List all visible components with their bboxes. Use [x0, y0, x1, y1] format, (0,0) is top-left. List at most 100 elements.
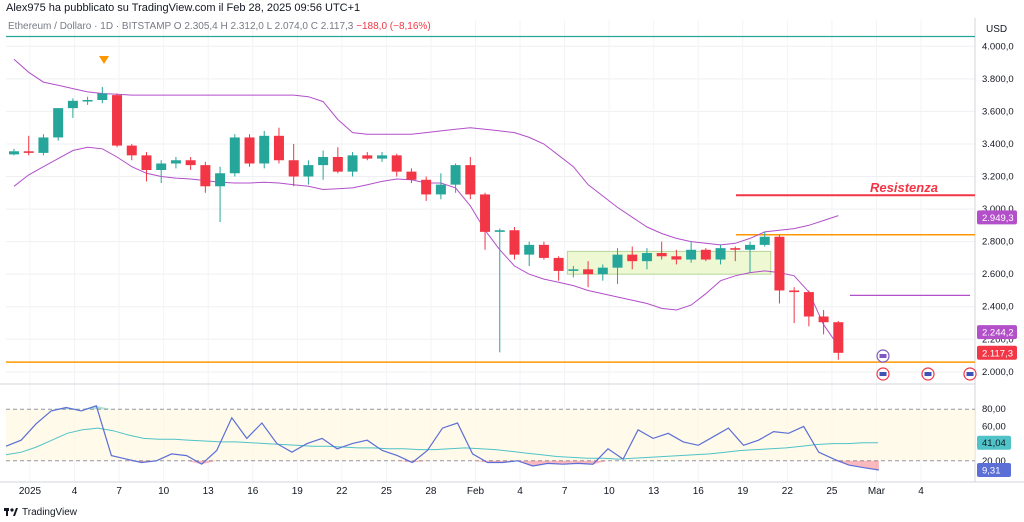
x-tick-label: Feb: [467, 486, 485, 497]
event-marker-icon: [99, 56, 109, 64]
y-tick-label: 2.200,0: [982, 334, 1014, 345]
brand-name: TradingView: [22, 506, 78, 518]
y-tick-label: 2.800,0: [982, 237, 1014, 248]
footer: TradingView: [4, 504, 77, 520]
candle-body: [229, 137, 240, 174]
candle-body: [641, 253, 652, 262]
x-tick-label: 7: [562, 486, 568, 497]
currency-label: USD: [986, 24, 1007, 35]
candle-body: [494, 230, 505, 232]
candle-body: [82, 100, 93, 102]
candle-body: [406, 171, 417, 180]
price-label: 2.117,3: [982, 348, 1013, 359]
x-tick-label: 4: [517, 486, 523, 497]
candle-body: [538, 244, 549, 258]
rsi-value-label: 9,31: [982, 465, 1001, 476]
y-tick-label: 3.800,0: [982, 74, 1014, 85]
tradingview-logo-icon: [4, 508, 18, 516]
bollinger-upper: [13, 58, 839, 246]
candle-body: [97, 93, 108, 100]
candle-body: [23, 151, 34, 153]
x-tick-label: 22: [336, 486, 348, 497]
rsi-ma-label-box: [977, 435, 1011, 450]
y-tick-label: 3.400,0: [982, 139, 1014, 150]
x-tick-label: 28: [425, 486, 437, 497]
rsi-band: [6, 409, 975, 461]
change-value: −188,0 (−8,16%): [356, 21, 431, 32]
candle-body: [288, 160, 299, 177]
y-tick-label: 4.000,0: [982, 41, 1014, 52]
x-tick-label: 7: [116, 486, 122, 497]
candle-body: [612, 254, 623, 268]
candle-body: [671, 256, 682, 260]
candle-body: [126, 145, 137, 156]
event-icon-inner: [966, 372, 974, 376]
x-tick-label: 10: [158, 486, 170, 497]
candle-body: [759, 236, 770, 245]
candle-body: [200, 165, 211, 187]
ohlc-values: O 2.305,4 H 2.312,0 L 2.074,0 C 2.117,3: [173, 21, 354, 32]
candle-body: [112, 95, 123, 146]
candle-body: [244, 137, 255, 164]
publisher-line: Alex975 ha pubblicato su TradingView.com…: [6, 2, 361, 14]
candle-body: [377, 155, 387, 159]
candle-body: [730, 248, 741, 250]
candle-body: [597, 267, 608, 275]
candle-body: [803, 292, 814, 317]
candle-body: [700, 249, 711, 260]
rsi-value-label-box: [977, 462, 1011, 477]
x-tick-label: 19: [292, 486, 304, 497]
x-tick-label: 25: [826, 486, 838, 497]
price-label: 2.949,3: [982, 213, 1014, 224]
rsi-line: [5, 405, 879, 471]
x-tick-label: 19: [737, 486, 749, 497]
candle-body: [170, 160, 181, 164]
candle-body: [509, 230, 520, 255]
candle-body: [745, 244, 755, 250]
candle-body: [215, 173, 226, 187]
candle-body: [568, 269, 579, 271]
rsi-tick-label: 60,00: [982, 421, 1006, 432]
rsi-ma-line: [5, 427, 879, 460]
candle-body: [833, 322, 844, 353]
candle-body: [656, 253, 667, 257]
rsi-tick-label: 20,00: [982, 456, 1006, 467]
event-icon-inner: [924, 372, 932, 376]
price-label: 2.244,2: [982, 328, 1014, 339]
x-tick-label: 16: [693, 486, 705, 497]
rsi-overbought-fill: [6, 405, 879, 410]
symbol-legend: Ethereum / Dollaro · 1D · BITSTAMP O 2.3…: [8, 21, 431, 32]
candle-body: [480, 194, 491, 232]
candle-body: [318, 156, 329, 166]
rsi-ma-label: 41,04: [982, 438, 1006, 449]
candle-body: [259, 135, 270, 164]
rsi-oversold-fill: [6, 460, 879, 470]
x-tick-label: 16: [247, 486, 259, 497]
candle-body: [53, 108, 64, 138]
candle-body: [303, 165, 314, 177]
y-tick-label: 2.600,0: [982, 269, 1014, 280]
x-tick-label: 4: [918, 486, 924, 497]
candle-body: [273, 135, 284, 161]
candle-body: [421, 179, 432, 195]
candle-body: [627, 254, 638, 262]
y-tick-label: 3.000,0: [982, 204, 1014, 215]
y-tick-label: 3.200,0: [982, 172, 1014, 183]
candle-body: [715, 248, 726, 260]
price-label-box: [977, 345, 1017, 360]
candle-body: [553, 257, 564, 271]
candle-body: [465, 165, 476, 195]
y-tick-label: 3.600,0: [982, 106, 1014, 117]
x-tick-label: 2025: [19, 486, 42, 497]
candle-body: [583, 269, 594, 275]
candle-body: [185, 160, 196, 166]
event-icon-inner: [879, 354, 887, 358]
candle-body: [67, 100, 78, 109]
y-tick-label: 2.000,0: [982, 367, 1014, 378]
candle-body: [818, 316, 829, 323]
candle-body: [141, 155, 152, 170]
candle-body: [332, 156, 343, 172]
x-tick-label: 22: [782, 486, 794, 497]
resistance-label: Resistenza: [870, 180, 938, 195]
